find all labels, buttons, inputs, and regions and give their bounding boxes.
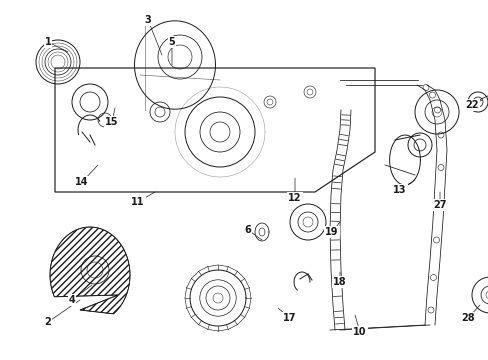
Text: 1: 1 — [44, 37, 51, 47]
Polygon shape — [50, 227, 130, 314]
Text: 5: 5 — [168, 37, 175, 47]
Text: 10: 10 — [352, 327, 366, 337]
Text: 13: 13 — [392, 185, 406, 195]
Text: 19: 19 — [325, 227, 338, 237]
Text: 22: 22 — [464, 100, 478, 110]
Text: 17: 17 — [283, 313, 296, 323]
Text: 4: 4 — [68, 295, 75, 305]
Text: 15: 15 — [105, 117, 119, 127]
Text: 6: 6 — [244, 225, 251, 235]
Text: 3: 3 — [144, 15, 151, 25]
Text: 12: 12 — [287, 193, 301, 203]
Text: 2: 2 — [44, 317, 51, 327]
Text: 11: 11 — [131, 197, 144, 207]
Text: 28: 28 — [460, 313, 474, 323]
Text: 14: 14 — [75, 177, 88, 187]
Text: 27: 27 — [432, 200, 446, 210]
Text: 18: 18 — [332, 277, 346, 287]
